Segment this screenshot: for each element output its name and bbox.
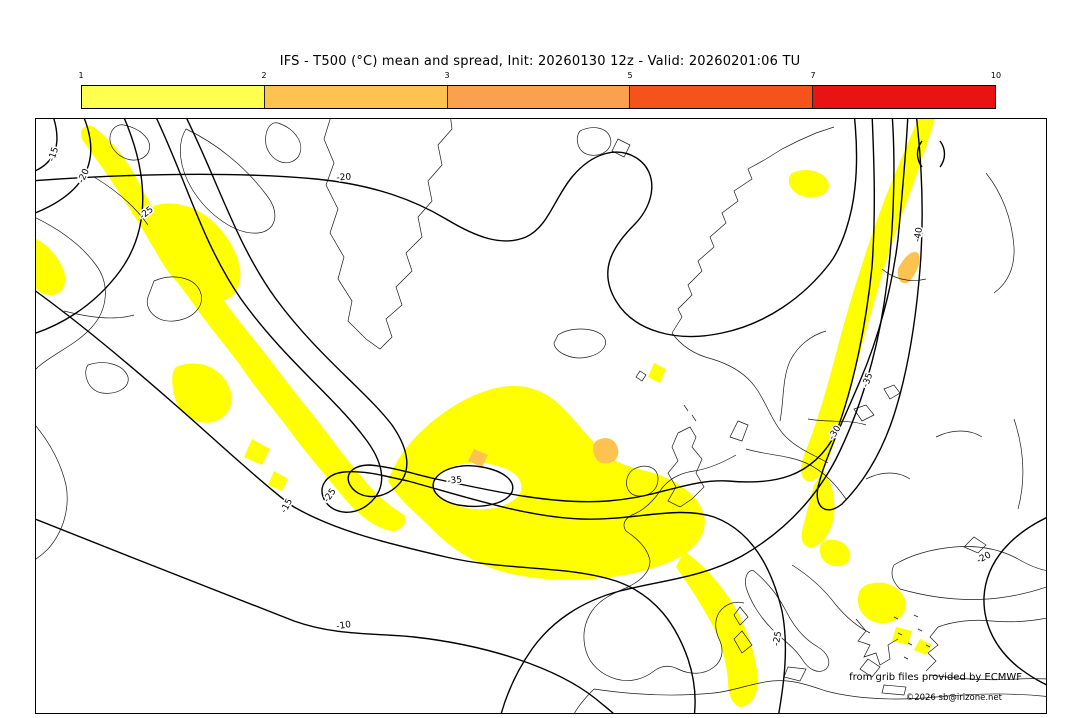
- colorbar-tick-label: 5: [627, 71, 633, 80]
- spread-area: [36, 203, 288, 491]
- contour-label: -10: [336, 620, 352, 632]
- contour-line: [36, 290, 696, 713]
- contour-label: -20: [336, 172, 352, 183]
- contour-label: -15: [279, 497, 295, 515]
- contour-line: [432, 465, 514, 508]
- credits-copyright: ©2026 sb@irizone.net: [905, 693, 1002, 703]
- weather-map-frame: -15 -20 -25 -20 -30 -35 -40 -35 -25 -15 …: [35, 118, 1047, 714]
- colorbar-segment: [447, 86, 631, 108]
- spread-area-central: [388, 385, 705, 580]
- coastline-scandinavia: [671, 126, 1024, 510]
- colorbar-tick-label: 3: [444, 71, 450, 80]
- spread-area-ne-band: [788, 119, 935, 548]
- contour-label: -15: [47, 146, 61, 163]
- colorbar-tick-label: 10: [990, 71, 1002, 80]
- page-title: IFS - T500 (°C) mean and spread, Init: 2…: [279, 54, 801, 69]
- coastline-greenland: [323, 119, 453, 350]
- colorbar-tick-label: 7: [810, 71, 816, 80]
- coastline-iceland-arctic: [553, 127, 1015, 422]
- contour-label: -35: [861, 372, 875, 389]
- spread-area-streak: [676, 551, 758, 707]
- contour-layer: [36, 119, 1046, 713]
- spread-area: [80, 125, 406, 532]
- coastline-layer: [36, 119, 1046, 713]
- credits-source: from grib files provided by ECMWF: [849, 672, 1022, 683]
- contour-line: [186, 119, 875, 503]
- colorbar-segment: [82, 86, 265, 108]
- contour-line: [36, 119, 144, 334]
- spread-colorbar: [81, 85, 996, 109]
- contour-line: [36, 518, 615, 713]
- contour-line: [816, 119, 923, 511]
- contour-label: -40: [913, 226, 925, 242]
- coastline-mediterranean: [574, 536, 1046, 713]
- contour-line: [500, 119, 895, 713]
- contour-label: -35: [447, 475, 463, 486]
- colorbar-tick-labels: 1 2 3 5 7 10: [78, 71, 1001, 83]
- colorbar-segment: [630, 86, 814, 108]
- colorbar-segment: [264, 86, 448, 108]
- contour-line: [916, 140, 1046, 686]
- spread-shading-layer: [36, 119, 935, 707]
- weather-map: -15 -20 -25 -20 -30 -35 -40 -35 -25 -15 …: [36, 119, 1046, 713]
- contour-label: -20: [77, 167, 92, 185]
- colorbar-segment: [813, 86, 995, 108]
- contour-label: -25: [322, 487, 339, 505]
- contour-label: -25: [772, 631, 784, 647]
- coastline-north-america: [36, 122, 302, 560]
- coastline-west-europe: [583, 426, 745, 681]
- contour-line: [36, 119, 858, 338]
- contour-label-layer: -15 -20 -25 -20 -30 -35 -40 -35 -25 -15 …: [46, 144, 995, 648]
- colorbar-tick-label: 1: [78, 71, 84, 80]
- colorbar-tick-label: 2: [261, 71, 267, 80]
